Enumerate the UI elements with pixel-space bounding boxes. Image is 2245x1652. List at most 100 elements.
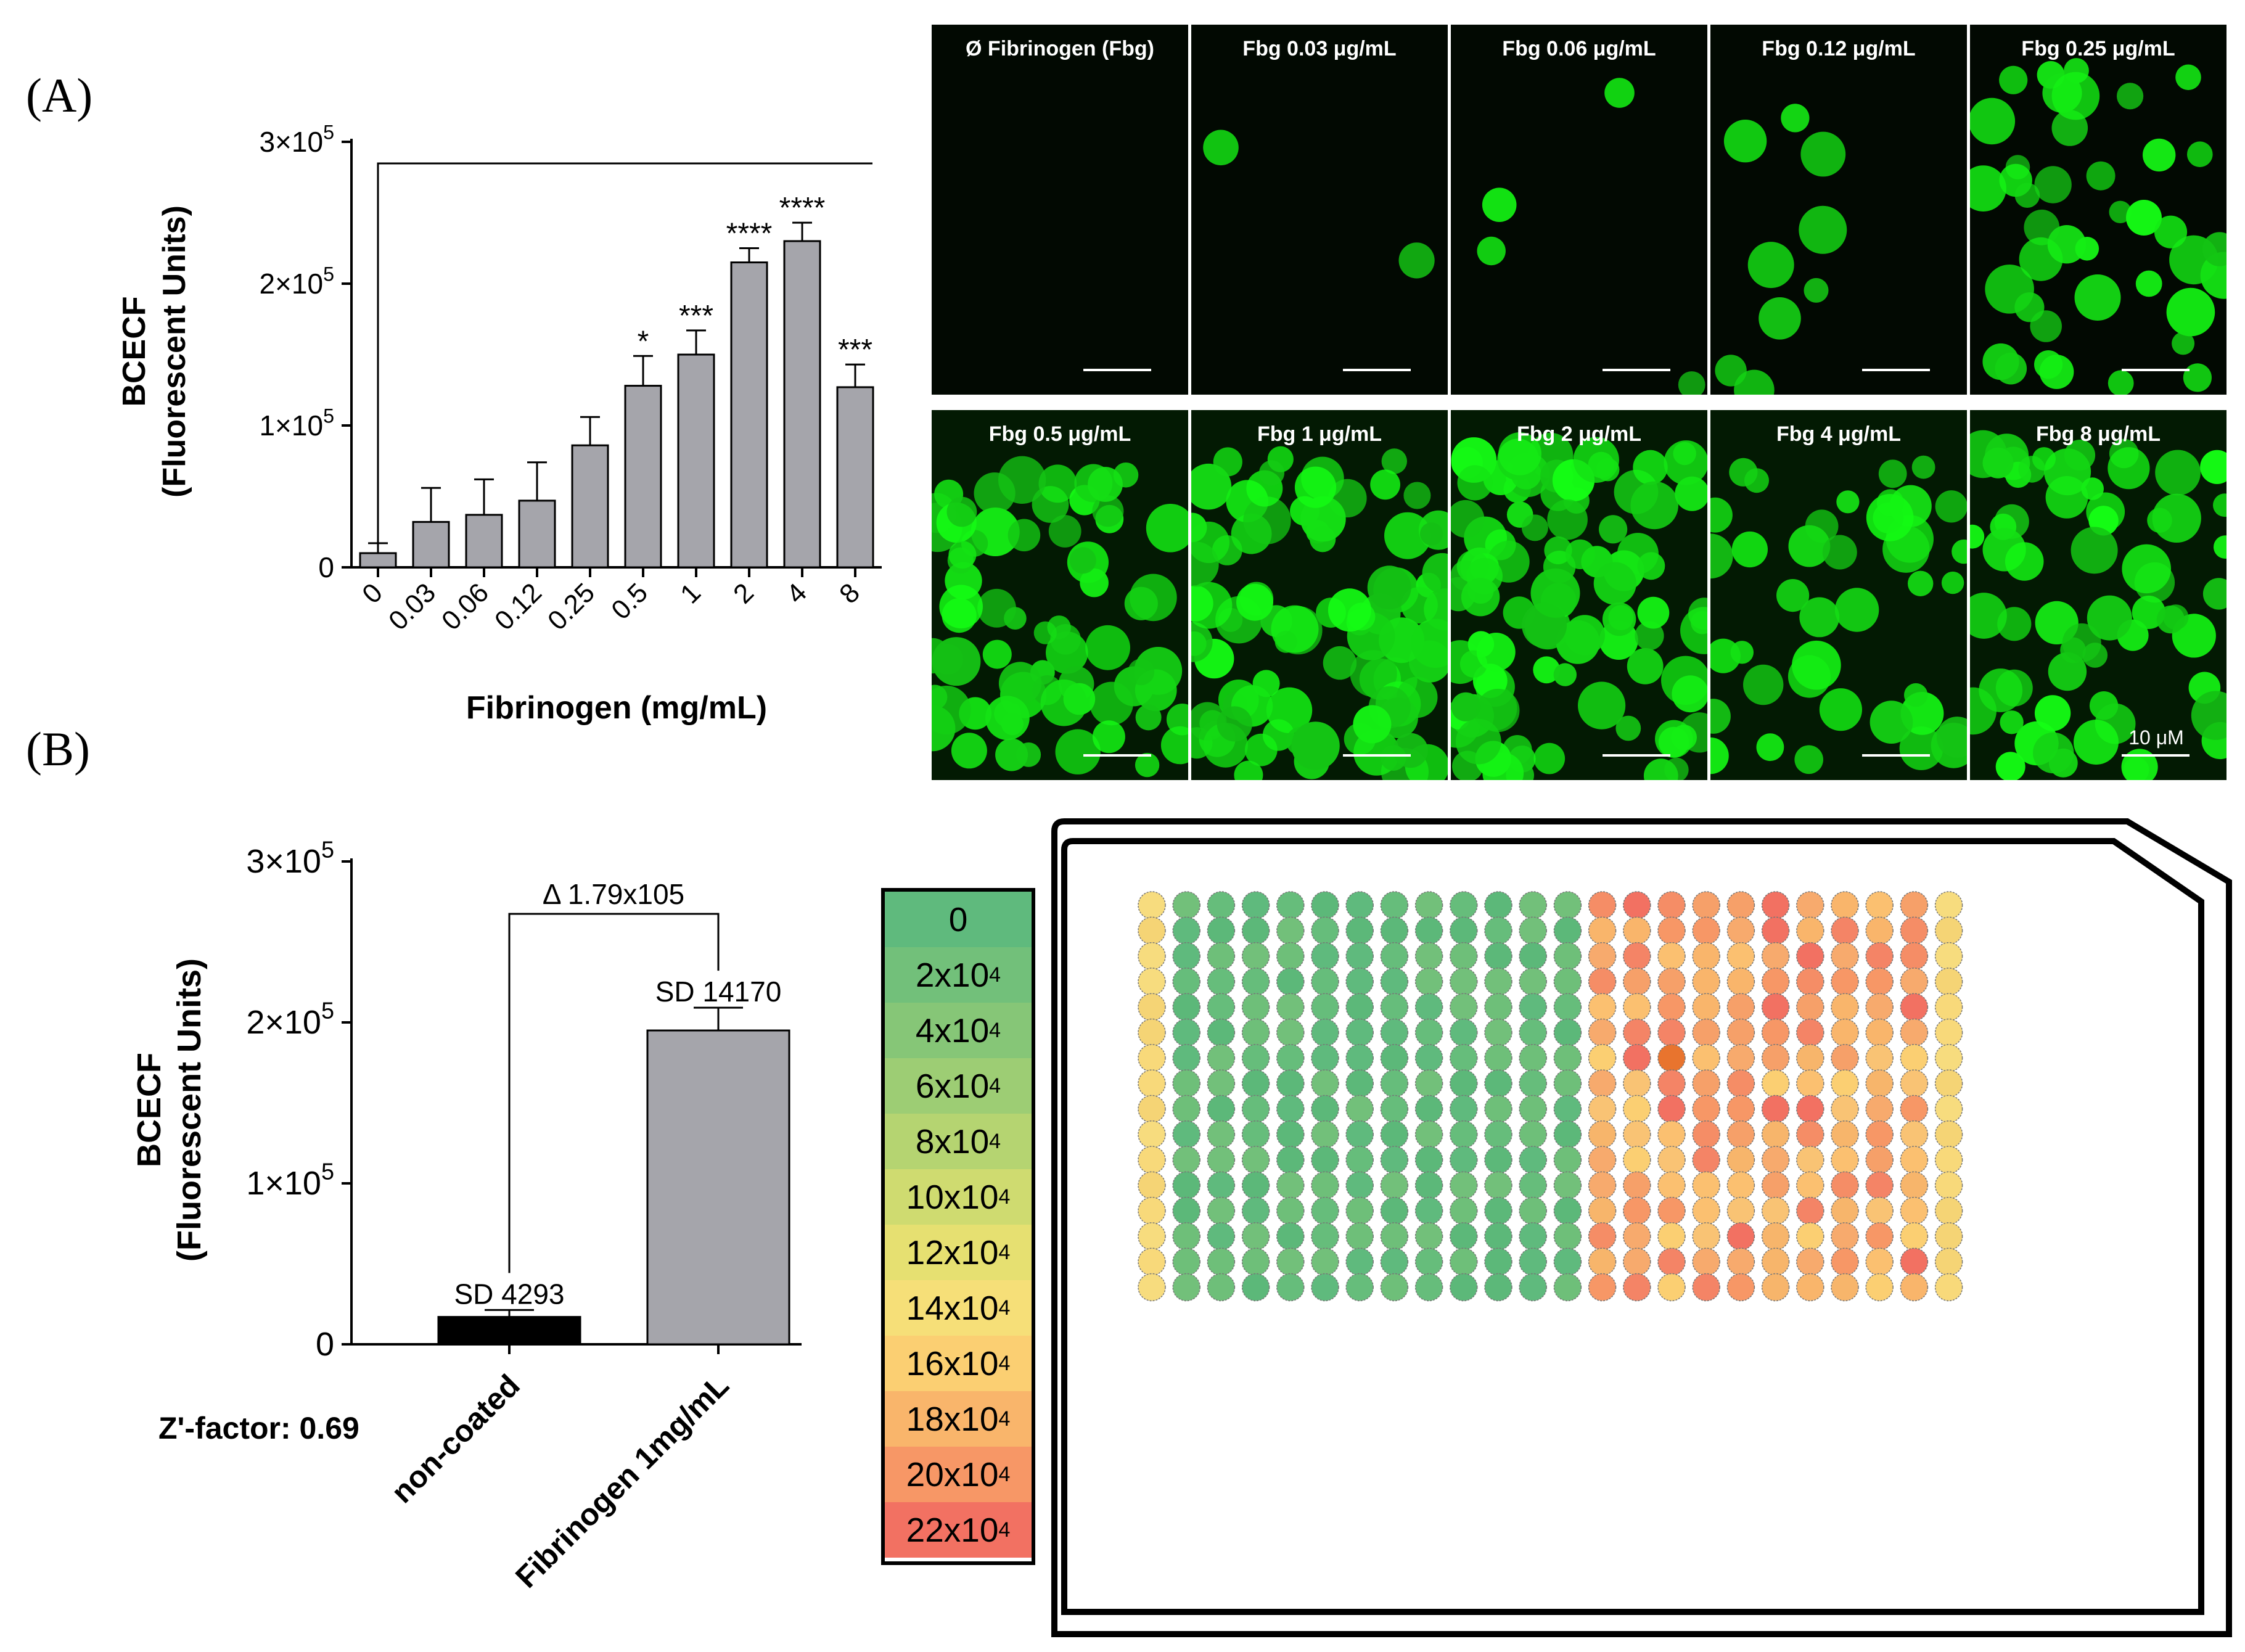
cell-blob [1578, 681, 1626, 729]
well [1414, 1171, 1443, 1200]
cell-blob [982, 639, 1012, 669]
well [1588, 1146, 1617, 1174]
well [1623, 1044, 1651, 1072]
well [1380, 1018, 1409, 1047]
well [1553, 1273, 1582, 1302]
cell-blob [1350, 650, 1397, 697]
well [1761, 1069, 1790, 1098]
legend-entry: 18x10 4 [885, 1391, 1032, 1447]
legend-entry: 12x10 4 [885, 1225, 1032, 1280]
y-tick-label: 0 [318, 551, 334, 583]
well [1796, 1196, 1824, 1225]
cell-blob [1191, 581, 1233, 629]
well [1172, 891, 1200, 919]
cell-blob [1085, 625, 1130, 670]
well [1380, 1222, 1409, 1251]
micrograph-image [1191, 25, 1448, 395]
well [1172, 1018, 1200, 1047]
well [1414, 1120, 1443, 1149]
cell-blob [1088, 467, 1123, 502]
cell-blob [1747, 242, 1794, 289]
well [1519, 993, 1547, 1021]
cell-blob [1040, 679, 1088, 726]
cell-blob [1836, 490, 1860, 514]
well [1138, 968, 1166, 996]
well [1553, 1018, 1582, 1047]
cell-blob [1135, 752, 1160, 778]
well [1623, 1069, 1651, 1098]
well [1865, 1171, 1894, 1200]
well [1276, 1069, 1305, 1098]
well [1588, 1018, 1617, 1047]
well [1588, 1120, 1617, 1149]
x-tick-label: 4 [781, 577, 813, 609]
well [1831, 968, 1859, 996]
well [1241, 1273, 1270, 1302]
cell-blob [2081, 477, 2104, 500]
micrograph-image [1451, 410, 1707, 780]
cell-blob [946, 496, 977, 527]
cell-blob [1353, 705, 1392, 744]
delta-label: Δ 1.79x105 [543, 878, 684, 910]
cell-blob [2202, 578, 2227, 610]
well [1934, 993, 1963, 1021]
well [1414, 1222, 1443, 1251]
well [1345, 1247, 1374, 1276]
well [1623, 1146, 1651, 1174]
cell-blob [2154, 215, 2188, 249]
micrograph-panel: Fbg 2 μg/mL [1451, 410, 1707, 780]
y-axis-label: (Fluorescent Units) [157, 205, 192, 498]
well [1865, 1146, 1894, 1174]
cell-blob [1800, 131, 1846, 177]
well [1484, 1069, 1512, 1098]
well [1484, 1146, 1512, 1174]
well [1761, 1044, 1790, 1072]
well [1865, 942, 1894, 971]
well [1172, 1196, 1200, 1225]
well [1865, 993, 1894, 1021]
well [1657, 916, 1686, 945]
well [1831, 1120, 1859, 1149]
well [1726, 1222, 1755, 1251]
well [1934, 1196, 1963, 1225]
legend-entry: 20x10 4 [885, 1447, 1032, 1502]
scale-bar [1083, 754, 1151, 757]
y-tick-label: 1×105 [259, 405, 334, 442]
well [1900, 1120, 1929, 1149]
well [1553, 1095, 1582, 1124]
cell-blob [2108, 447, 2150, 490]
cell-blob [1899, 726, 1943, 770]
bar [437, 1316, 581, 1346]
well [1623, 1273, 1651, 1302]
cell-blob [2074, 274, 2121, 321]
well [1484, 942, 1512, 971]
cell-blob [1092, 720, 1125, 754]
cell-blob [1191, 463, 1232, 510]
cell-blob [1384, 512, 1431, 559]
cell-blob [1615, 715, 1641, 741]
well [1761, 1095, 1790, 1124]
well [1796, 916, 1824, 945]
cell-blob [1608, 605, 1634, 631]
well [1588, 916, 1617, 945]
plate-inner [1061, 838, 2204, 1615]
well [1588, 1222, 1617, 1251]
cell-blob [1630, 481, 1678, 530]
well [1450, 942, 1478, 971]
well [1831, 942, 1859, 971]
cell-blob [2071, 527, 2118, 574]
well [1692, 1247, 1720, 1276]
cell-blob [1398, 242, 1435, 279]
legend-entry: 14x10 4 [885, 1280, 1032, 1336]
cell-blob [1291, 721, 1340, 770]
legend-entry: 2x10 4 [885, 947, 1032, 1003]
cell-blob [2166, 287, 2215, 337]
well [1207, 1273, 1236, 1302]
cell-blob [1680, 607, 1707, 654]
cell-blob [2200, 450, 2227, 484]
well [1450, 1018, 1478, 1047]
micrograph-panel: Fbg 8 μg/mL 10 μM [1970, 410, 2227, 780]
well [1588, 942, 1617, 971]
well [1276, 1222, 1305, 1251]
cell-blob [1258, 460, 1285, 486]
